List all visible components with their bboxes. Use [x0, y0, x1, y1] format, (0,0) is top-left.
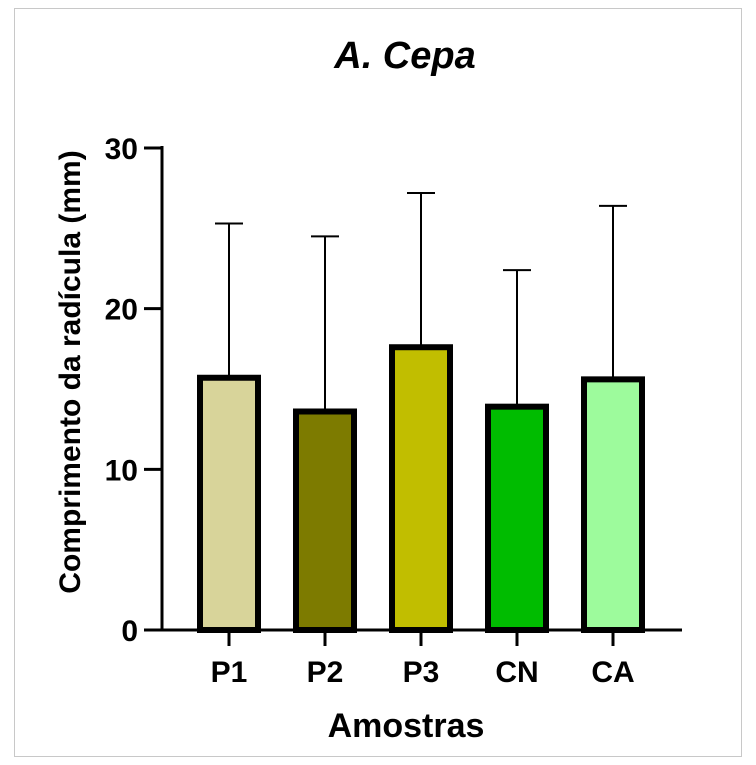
- x-axis-label: Amostras: [328, 707, 485, 745]
- bar-p1: [197, 374, 261, 633]
- bar-p3: [389, 344, 453, 633]
- plot-area: 0 10 20 30 P1 P2 P3 CN CA: [105, 133, 682, 689]
- chart-title: A. Cepa: [333, 35, 475, 77]
- chart-frame: [14, 8, 742, 757]
- x-tick-label: CN: [495, 656, 538, 689]
- bar-p2: [293, 408, 357, 634]
- x-tick-label: P2: [307, 656, 344, 689]
- y-tick-label: 20: [105, 294, 138, 327]
- bar-cn: [485, 403, 549, 633]
- x-tick-label: P3: [403, 656, 440, 689]
- y-axis-label: Comprimento da radícula (mm): [54, 150, 87, 593]
- y-tick-label: 30: [105, 133, 138, 166]
- y-tick-label: 10: [105, 454, 138, 487]
- x-tick-label: CA: [591, 656, 634, 689]
- bar-ca: [581, 376, 645, 633]
- y-tick-label: 0: [121, 615, 138, 648]
- x-tick-label: P1: [211, 656, 248, 689]
